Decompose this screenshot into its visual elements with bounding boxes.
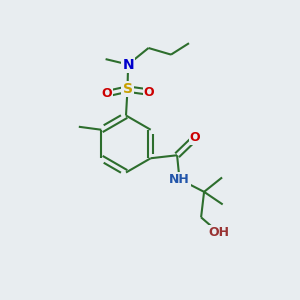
Text: NH: NH — [169, 173, 190, 186]
Text: O: O — [190, 131, 200, 144]
Text: O: O — [102, 87, 112, 100]
Text: OH: OH — [208, 226, 230, 239]
Text: S: S — [122, 82, 133, 96]
Text: O: O — [144, 85, 154, 99]
Text: N: N — [122, 58, 134, 71]
